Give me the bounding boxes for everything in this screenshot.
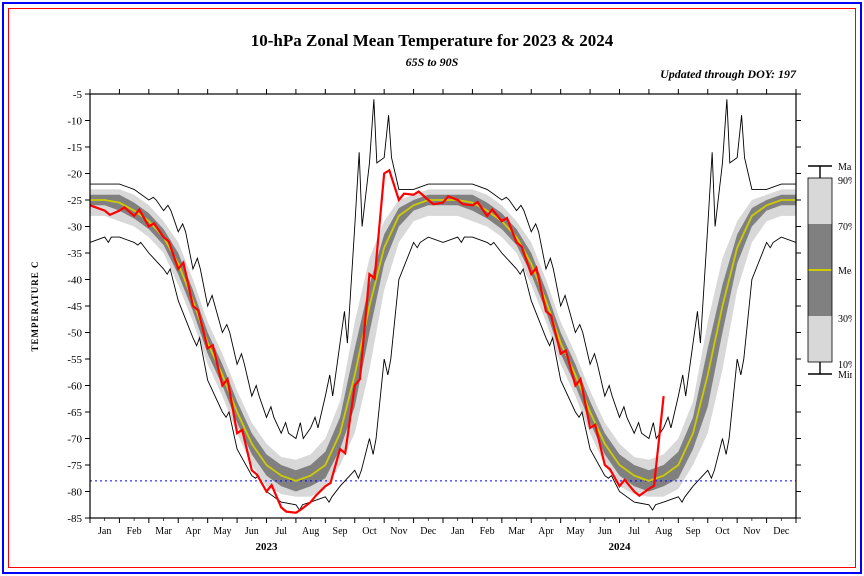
month-label: Oct [362,526,377,537]
month-label: Nov [743,526,760,537]
month-label: May [213,526,231,537]
ytick-label: -40 [67,275,82,287]
ytick-label: -15 [67,142,82,154]
outer-border: 10-hPa Zonal Mean Temperature for 2023 &… [2,2,862,574]
month-label: Jan [98,526,111,537]
month-label: Sep [333,526,348,537]
month-label: Nov [390,526,407,537]
ytick-label: -70 [67,434,82,446]
month-label: Apr [538,526,554,537]
legend-90: 90% [838,176,852,187]
legend-min: Min [838,370,852,381]
ytick-label: -55 [67,354,82,366]
legend-max: Max [838,162,852,173]
month-label: May [566,526,584,537]
ytick-label: -75 [67,460,82,472]
chart-container: 10-hPa Zonal Mean Temperature for 2023 &… [12,12,852,564]
month-label: Feb [127,526,142,537]
ytick-label: -85 [67,513,82,525]
month-label: Dec [420,526,437,537]
ytick-label: -35 [67,248,82,260]
month-label: Aug [655,526,672,537]
month-label: Mar [155,526,172,537]
month-label: Feb [480,526,495,537]
ytick-label: -80 [67,487,82,499]
ytick-label: -25 [67,195,82,207]
ytick-label: -5 [73,89,83,101]
month-label: Jun [598,526,612,537]
month-label: Oct [715,526,730,537]
month-label: Jun [245,526,259,537]
updated-text: Updated through DOY: 197 [660,67,797,81]
ytick-label: -10 [67,116,82,128]
ytick-label: -30 [67,222,82,234]
year-label-2023: 2023 [256,541,279,553]
month-label: Dec [773,526,790,537]
ytick-label: -60 [67,381,82,393]
yaxis-title: TEMPERATURE C [30,260,40,351]
month-label: Aug [302,526,319,537]
chart-svg: 10-hPa Zonal Mean Temperature for 2023 &… [12,12,852,564]
year-label-2024: 2024 [609,541,632,553]
month-label: Jan [451,526,464,537]
month-label: Jul [275,526,287,537]
ytick-label: -65 [67,407,82,419]
month-label: Apr [185,526,201,537]
ytick-label: -20 [67,169,82,181]
ytick-label: -45 [67,301,82,313]
month-label: Sep [686,526,701,537]
chart-subtitle: 65S to 90S [406,55,459,69]
legend-30: 30% [838,314,852,325]
month-label: Jul [628,526,640,537]
legend-mean: Mean [838,266,852,277]
ytick-label: -50 [67,328,82,340]
legend-70: 70% [838,222,852,233]
month-label: Mar [508,526,525,537]
chart-title: 10-hPa Zonal Mean Temperature for 2023 &… [251,31,614,50]
